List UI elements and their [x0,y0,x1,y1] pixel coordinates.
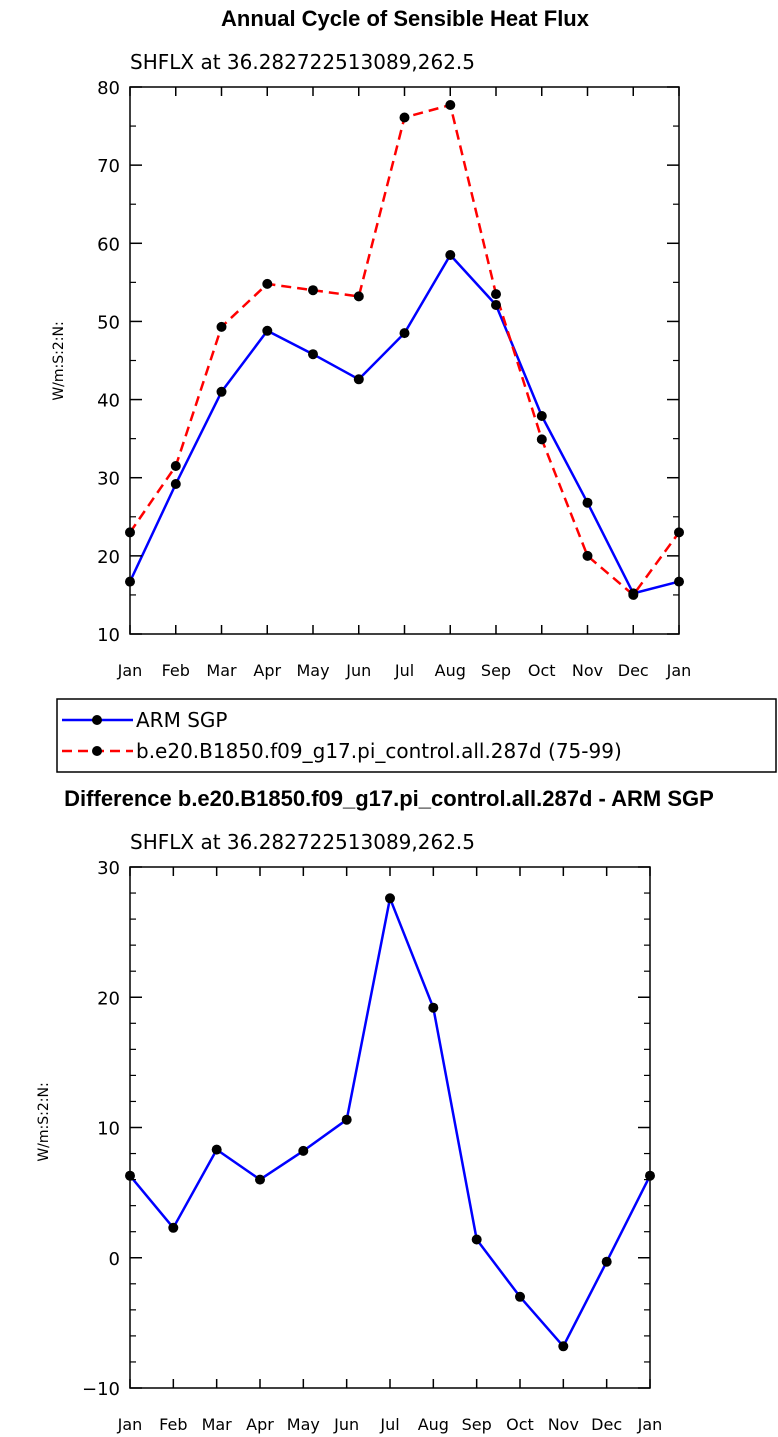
y-tick-label: −10 [82,1379,120,1400]
data-point-series-0 [536,411,547,421]
y-tick-label: 80 [97,78,120,99]
data-point-series-0 [645,1170,655,1181]
legend-marker-arm-sgp [92,715,102,725]
y-tick-label: 20 [97,988,120,1009]
x-tick-label: Jul [379,1415,399,1434]
chart-subtitle: SHFLX at 36.282722513089,262.5 [130,50,475,74]
x-tick-label: Dec [618,661,649,680]
y-tick-label: 30 [97,858,120,879]
series-line-0 [129,897,652,1348]
x-tick-label: May [287,1415,320,1434]
data-point-series-0 [399,328,410,339]
y-tick-label: 40 [97,391,120,412]
data-point-series-0 [298,1145,309,1156]
series-line-0 [128,253,680,595]
x-tick-label: Feb [162,661,190,680]
data-point-series-0 [491,300,501,310]
x-tick-label: Jan [666,661,692,680]
data-point-series-0 [428,1002,439,1013]
data-point-series-0 [515,1291,525,1302]
data-point-series-0 [674,576,684,587]
data-point-series-1 [445,100,456,110]
chart-title: Annual Cycle of Sensible Heat Flux [221,6,590,31]
data-point-series-1 [125,527,135,538]
data-point-series-0 [385,893,395,904]
legend-label-model: b.e20.B1850.f09_g17.pi_control.all.287d … [136,739,622,763]
data-point-series-0 [308,349,318,360]
diff-chart-title: Difference b.e20.B1850.f09_g17.pi_contro… [64,786,714,811]
x-tick-label: Apr [253,661,281,680]
annual-cycle-panel: Annual Cycle of Sensible Heat Flux SHFLX… [51,6,691,680]
data-point-series-0 [255,1174,265,1185]
x-tick-label: Jan [117,1415,143,1434]
data-point-series-1 [582,550,593,561]
data-point-series-0 [601,1256,612,1267]
difference-panel: Difference b.e20.B1850.f09_g17.pi_contro… [36,786,714,1434]
data-point-series-1 [262,278,273,289]
x-tick-label: Aug [418,1415,449,1434]
diff-plot-frame [129,866,651,1389]
data-point-series-0 [170,479,181,489]
data-point-series-1 [491,289,501,300]
y-tick-label: 10 [97,1119,120,1140]
y-axis-label: W/m:S:2:N: [51,321,67,400]
x-tick-label: Nov [548,1415,579,1434]
data-point-series-0 [341,1114,352,1125]
data-point-series-0 [582,497,593,508]
data-point-series-1 [674,527,684,538]
diff-chart-subtitle: SHFLX at 36.282722513089,262.5 [130,830,475,854]
x-tick-label: May [296,661,329,680]
x-tick-label: Jun [345,661,371,680]
x-tick-label: Apr [246,1415,274,1434]
data-point-series-0 [168,1222,179,1233]
x-tick-label: Dec [591,1415,622,1434]
x-tick-label: Aug [435,661,466,680]
legend-box [56,698,777,773]
x-tick-label: Jan [117,661,143,680]
plot-frame [129,86,680,635]
data-point-series-1 [170,461,181,471]
data-point-series-0 [471,1234,482,1245]
data-point-series-1 [536,434,547,445]
data-point-series-0 [125,1170,135,1181]
legend: ARM SGP b.e20.B1850.f09_g17.pi_control.a… [56,698,777,773]
x-tick-label: Feb [159,1415,187,1434]
data-point-series-1 [308,285,318,296]
x-tick-label: Oct [528,661,556,680]
data-point-series-1 [628,589,639,600]
data-point-series-1 [353,291,364,302]
x-tick-label: Jul [394,661,414,680]
legend-marker-model [92,746,102,756]
x-tick-label: Mar [202,1415,233,1434]
diff-y-axis-label: W/m:S:2:N: [36,1082,52,1161]
x-tick-label: Jun [333,1415,359,1434]
data-point-series-0 [262,325,273,336]
data-point-series-0 [211,1144,222,1155]
data-point-series-1 [399,112,410,123]
y-tick-label: 20 [97,547,120,568]
data-point-series-1 [216,321,227,332]
x-tick-label: Oct [506,1415,534,1434]
y-tick-label: 10 [97,625,120,646]
x-tick-label: Sep [481,661,511,680]
x-tick-label: Nov [572,661,603,680]
y-tick-label: 70 [97,156,120,177]
y-tick-label: 50 [97,312,120,333]
data-point-series-0 [558,1341,569,1352]
data-point-series-0 [445,250,456,260]
data-point-series-0 [216,386,227,397]
y-tick-label: 0 [109,1249,120,1270]
x-tick-label: Sep [462,1415,492,1434]
x-tick-label: Mar [206,661,237,680]
y-tick-label: 60 [97,234,120,255]
y-tick-label: 30 [97,469,120,490]
legend-label-arm-sgp: ARM SGP [136,708,227,732]
data-point-series-0 [125,576,135,587]
data-point-series-0 [353,374,364,385]
x-tick-label: Jan [637,1415,663,1434]
